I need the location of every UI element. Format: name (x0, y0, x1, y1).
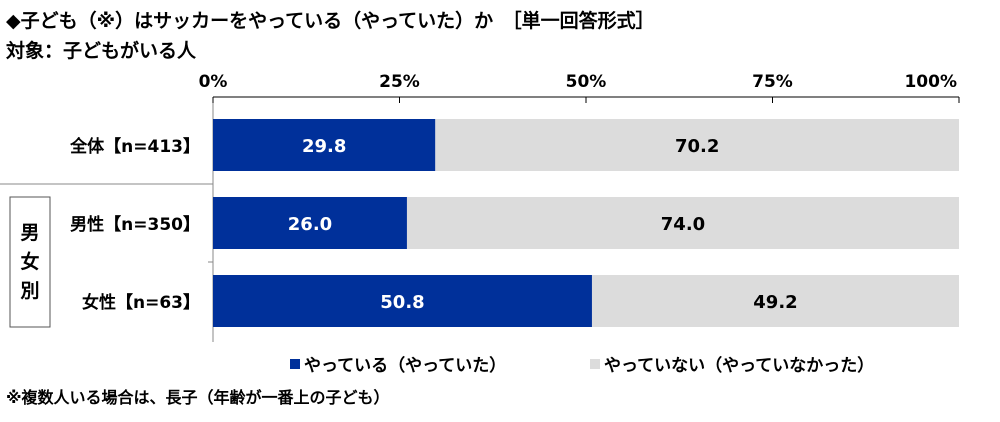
bar-segment (435, 119, 960, 171)
data-label: 70.2 (675, 136, 719, 157)
bar-segment (213, 197, 407, 249)
x-tick-label: 50% (566, 72, 607, 92)
group-label: 男女別 (20, 221, 40, 302)
x-tick-label: 100% (904, 72, 957, 92)
bar-segment (591, 275, 959, 327)
bar-segment (213, 119, 436, 171)
category-label: 男性【n=350】 (70, 214, 200, 235)
data-label: 49.2 (753, 292, 797, 313)
data-label: 74.0 (661, 214, 705, 235)
x-tick-label: 0% (199, 72, 228, 92)
footnote: ※複数人いる場合は、長子（年齢が一番上の子ども） (6, 388, 390, 407)
category-label: 全体【n=413】 (69, 136, 200, 157)
bar-segment (406, 197, 960, 249)
legend-swatch (590, 359, 600, 369)
chart-subtitle: 対象：子どもがいる人 (6, 40, 197, 62)
bar-segment (213, 275, 592, 327)
legend-label: やっていない（やっていなかった） (604, 355, 874, 376)
data-label: 50.8 (380, 292, 424, 313)
data-label: 29.8 (302, 136, 346, 157)
x-tick-label: 25% (379, 72, 420, 92)
group-box (9, 196, 51, 328)
data-label: 26.0 (288, 214, 332, 235)
x-tick-label: 75% (752, 72, 793, 92)
legend-label: やっている（やっていた） (304, 355, 506, 376)
group-box-label: 男女別 (10, 197, 50, 327)
category-label: 女性【n=63】 (82, 292, 200, 313)
legend-swatch (290, 359, 300, 369)
chart-title: ◆子ども（※）はサッカーをやっている（やっていた）か ［単一回答形式］ (6, 10, 655, 32)
